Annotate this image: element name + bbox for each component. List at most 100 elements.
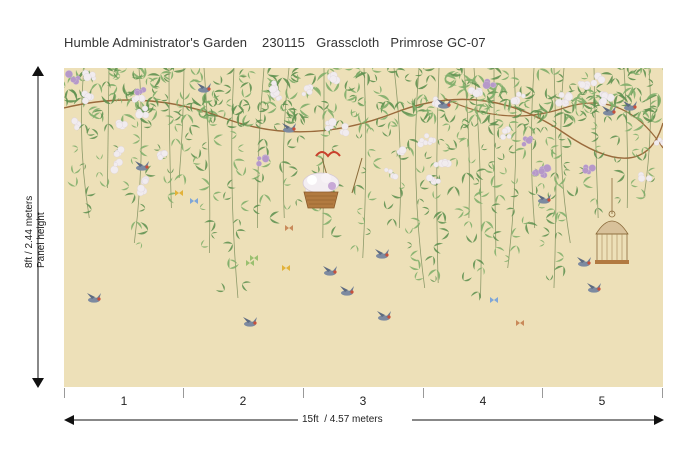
ivy-leaf (630, 179, 639, 188)
ivy-leaf (304, 73, 316, 86)
ivy-leaf (446, 139, 457, 150)
ivy-leaf (311, 165, 320, 174)
ivy-leaf (237, 120, 245, 128)
ivy-leaf (288, 166, 298, 177)
ivy-leaf (288, 73, 299, 84)
flower-blossom (425, 174, 433, 182)
ivy-leaf (472, 259, 485, 270)
ivy-leaf (545, 212, 556, 224)
ivy-leaf (476, 168, 487, 181)
ivy-leaf (486, 91, 499, 105)
ivy-leaf (544, 87, 557, 100)
ivy-leaf (555, 232, 563, 240)
ivy-leaf (491, 203, 501, 214)
ivy-leaf (495, 119, 504, 129)
ivy-leaf (424, 256, 436, 266)
title-collection: Humble Administrator's Garden (64, 35, 248, 50)
ivy-leaf (584, 89, 595, 101)
ivy-leaf (200, 239, 209, 248)
ivy-leaf (132, 134, 141, 144)
ivy-leaf (521, 117, 530, 126)
ivy-leaf (437, 138, 445, 146)
bird-wing (291, 123, 296, 130)
bird-head (597, 287, 601, 291)
vine-stem (231, 68, 239, 299)
ivy-leaf (563, 169, 571, 177)
bird-wing (577, 257, 585, 263)
ivy-leaf (102, 81, 111, 89)
ivy-leaf (131, 221, 142, 231)
bird (602, 106, 616, 116)
ivy-leaf (562, 102, 575, 114)
flower-blossom (306, 88, 313, 95)
ivy-leaf (139, 145, 150, 157)
ivy-leaf (561, 113, 574, 128)
ivy-leaf (456, 89, 469, 100)
ivy-leaf (190, 68, 201, 76)
bird-head (145, 165, 149, 169)
ivy-leaf (176, 98, 186, 108)
ivy-leaf (636, 151, 647, 161)
ivy-leaf (600, 72, 613, 86)
ivy-leaf (71, 145, 79, 153)
flower-blossom (262, 155, 270, 163)
bird-wing (537, 194, 545, 200)
ivy-leaf (121, 181, 130, 191)
ivy-leaf (163, 73, 172, 83)
ivy-leaf (143, 119, 152, 129)
bird-wing (349, 286, 354, 293)
ivy-leaf (145, 77, 155, 86)
ivy-leaf (231, 103, 245, 116)
ivy-leaf (229, 131, 237, 140)
flower-blossom (113, 162, 118, 167)
bird-wing (243, 317, 251, 323)
ivy-leaf (632, 133, 639, 141)
bird-head (253, 321, 257, 325)
ivy-leaf (209, 114, 218, 124)
ivy-leaf (122, 83, 136, 96)
flower-blossom (482, 81, 491, 90)
flower-blossom (525, 136, 533, 144)
ivy-leaf (353, 184, 365, 196)
title-colorway: Primrose GC-07 (390, 35, 486, 50)
ivy-leaf (524, 86, 535, 100)
panel-number-3: 3 (359, 394, 367, 408)
flower-blossom (516, 91, 522, 98)
ivy-leaf (541, 227, 550, 237)
ivy-leaf (511, 131, 522, 143)
ivy-leaf (106, 83, 118, 95)
ivy-leaf (325, 80, 340, 92)
butterfly-wings (285, 225, 293, 231)
ivy-leaf (326, 103, 337, 113)
ivy-leaf (645, 94, 661, 109)
ivy-leaf (226, 99, 233, 107)
bird-wing (446, 99, 451, 106)
bird-wing (197, 83, 205, 89)
flower-blossom (588, 164, 596, 172)
bird-wing (546, 194, 551, 201)
ivy-leaf (198, 177, 210, 191)
flower-blossom (433, 161, 439, 168)
ivy-leaf (624, 121, 633, 132)
vine-stem (415, 68, 426, 289)
ivy-leaf (89, 128, 99, 139)
ivy-leaf (531, 109, 545, 124)
ivy-leaf (510, 77, 520, 88)
height-value: 8ft / 2.44 meters (24, 195, 35, 268)
ivy-leaf (604, 116, 613, 124)
flower-blossom (653, 140, 660, 146)
ivy-leaf (227, 257, 239, 269)
flower-blossom (137, 184, 145, 193)
ivy-leaf (222, 241, 233, 253)
ivy-leaf (73, 97, 85, 108)
ivy-leaf (555, 251, 564, 262)
ivy-leaf (475, 90, 486, 102)
ivy-leaf (199, 203, 206, 211)
ivy-leaf (432, 190, 441, 199)
bird-wing (596, 283, 601, 290)
ivy-leaf (242, 281, 252, 292)
bird (537, 194, 551, 204)
ivy-leaf (494, 246, 505, 257)
ivy-leaf (283, 177, 292, 186)
ivy-leaf (463, 221, 473, 229)
